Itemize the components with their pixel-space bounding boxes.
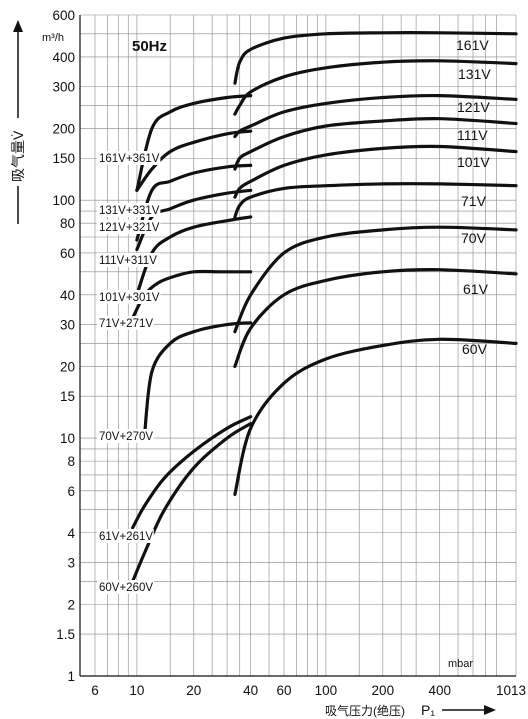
grid	[80, 14, 517, 676]
x-tick-label: 60	[276, 683, 291, 698]
x-axis-symbol: P₁	[421, 702, 435, 718]
label-backdrop	[97, 253, 161, 267]
series-label-111V: 111V	[457, 127, 488, 143]
x-tick-label: 100	[315, 683, 338, 698]
series-label-71V-271V: 71V+271V	[99, 318, 153, 330]
plot-axes	[79, 15, 516, 677]
series-label-60V: 60V	[462, 341, 488, 357]
x-tick-label: 400	[428, 683, 451, 698]
series-curve-111V	[233, 117, 518, 171]
series-curve-60V-260V	[131, 422, 253, 583]
series-curve-61V-261V	[131, 415, 253, 530]
x-unit-label: mbar	[448, 658, 473, 670]
y-tick-label: 150	[52, 151, 75, 166]
series-label-101V: 101V	[457, 154, 490, 170]
y-tick-label: 3	[67, 555, 75, 570]
y-tick-label: 300	[52, 80, 75, 95]
series-label-101V-301V: 101V+301V	[99, 292, 160, 304]
y-tick-label: 60	[60, 246, 75, 261]
series-curve-121V-321V	[135, 163, 253, 242]
y-tick-label: 400	[52, 50, 75, 65]
series-curve-161V-361V	[135, 94, 253, 192]
series-label-161V-361V: 161V+361V	[99, 153, 160, 165]
y-tick-label: 15	[60, 389, 75, 404]
curves	[131, 31, 518, 583]
y-axis-title: 吸气量V̇	[10, 20, 26, 224]
label-backdrop	[97, 220, 161, 234]
y-tick-label: 4	[67, 526, 75, 541]
label-backdrop	[97, 203, 161, 217]
y-axis-arrow-icon	[13, 20, 23, 32]
x-axis-arrow-icon	[484, 705, 496, 715]
series-label-71V: 71V	[461, 193, 487, 209]
y-tick-label: 10	[60, 431, 75, 446]
y-tick-label: 2	[67, 597, 75, 612]
curve-labels: 161V 131V 121V 111V 101V 71V 70V 61V 60V 161V+361…	[97, 37, 491, 594]
x-tick-label: 20	[186, 683, 201, 698]
series-curve-101V	[233, 144, 518, 199]
series-label-70V: 70V	[461, 230, 487, 246]
y-tick-label: 1	[67, 669, 75, 684]
series-curve-131V	[233, 59, 518, 116]
x-tick-label: 40	[243, 683, 258, 698]
x-tick-label: 10	[129, 683, 144, 698]
series-label-131V: 131V	[458, 66, 491, 82]
series-curve-161V	[233, 31, 518, 85]
series-curve-60V	[233, 337, 518, 496]
series-curve-131V-331V	[135, 129, 253, 192]
y-tick-label: 1.5	[56, 627, 75, 642]
label-backdrop	[97, 529, 154, 543]
y-unit-label: m³/h	[42, 32, 64, 44]
series-label-161V: 161V	[456, 37, 489, 53]
label-backdrop	[97, 290, 161, 304]
y-tick-label: 20	[60, 359, 75, 374]
series-label-131V-331V: 131V+331V	[99, 205, 160, 217]
x-axis-title: 吸气压力(绝压) P₁	[325, 702, 496, 718]
y-tick-label: 40	[60, 288, 75, 303]
y-tick-label: 6	[67, 484, 75, 499]
series-label-61V-261V: 61V+261V	[99, 531, 153, 543]
y-tick-label: 30	[60, 318, 75, 333]
series-label-70V-270V: 70V+270V	[99, 431, 153, 443]
label-backdrop	[97, 429, 154, 443]
series-curve-70V	[233, 225, 518, 334]
y-tick-label: 600	[52, 8, 75, 23]
y-tick-label: 8	[67, 454, 75, 469]
series-curve-61V	[233, 268, 518, 368]
series-curve-70V-270V	[143, 321, 253, 435]
series-label-121V: 121V	[457, 99, 490, 115]
series-label-60V-260V: 60V+260V	[99, 582, 153, 594]
series-curve-111V-311V	[135, 188, 253, 252]
tick-labels: 1 1.5 2 3 4 6 8 10 15 20 30 40 60 80 100 150 200 300 400 60…	[52, 8, 526, 698]
series-label-121V-321V: 121V+321V	[99, 222, 160, 234]
x-tick-label: 6	[91, 683, 99, 698]
y-tick-label: 200	[52, 122, 75, 137]
frequency-label: 50Hz	[132, 38, 167, 55]
series-label-111V-311V: 111V+311V	[99, 255, 157, 267]
label-backdrop	[97, 580, 154, 594]
y-axis-title-text: 吸气量V̇	[10, 130, 26, 182]
y-tick-label: 100	[52, 193, 75, 208]
x-axis-title-text: 吸气压力(绝压)	[325, 703, 405, 718]
label-backdrop	[97, 316, 154, 330]
x-tick-label: 200	[372, 683, 395, 698]
y-tick-label: 80	[60, 216, 75, 231]
label-backdrop	[97, 151, 161, 165]
x-tick-label: 1013	[496, 683, 526, 698]
series-label-61V: 61V	[463, 281, 489, 297]
series-curve-71V	[233, 182, 518, 219]
